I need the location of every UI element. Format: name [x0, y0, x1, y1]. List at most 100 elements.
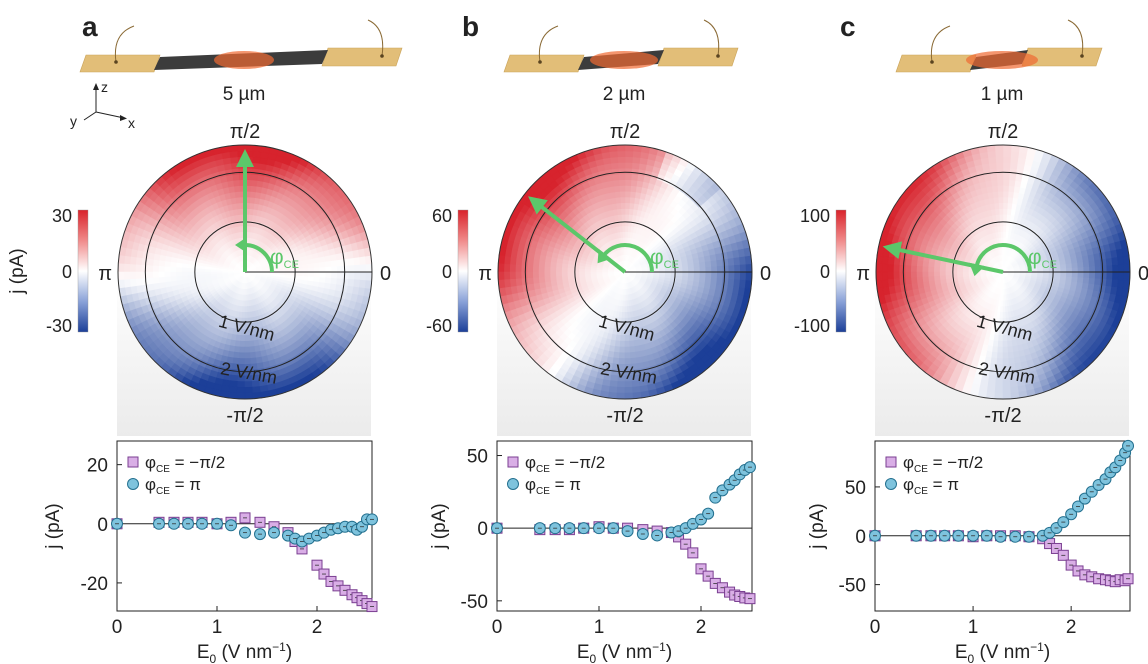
xyz-axes: zxy — [70, 79, 135, 131]
polar-cell — [705, 266, 712, 273]
laser-spot — [214, 51, 274, 69]
polar-cell — [543, 266, 551, 273]
polar-cell — [687, 275, 695, 282]
polar-cell — [231, 167, 239, 176]
polar-cell — [609, 380, 619, 388]
z-arrowhead — [93, 83, 99, 90]
polar-cell — [324, 276, 332, 284]
polar-cell — [590, 269, 597, 273]
polar-cell — [164, 261, 171, 268]
polar-cell — [236, 386, 246, 394]
polar-cell — [613, 351, 621, 359]
z-label: z — [101, 79, 108, 95]
x-arrowhead — [120, 115, 127, 121]
device-schematic — [503, 19, 739, 73]
polar-cell — [716, 265, 724, 273]
polar-cell — [129, 264, 136, 273]
angle-top: π/2 — [610, 121, 640, 143]
device-schematic — [895, 19, 1103, 73]
polar-cell — [609, 156, 619, 164]
polar-cell — [313, 271, 321, 278]
polar-cell — [624, 213, 630, 221]
polar-cell — [693, 266, 701, 273]
polar-cell — [229, 156, 239, 164]
polar-cell — [721, 278, 730, 286]
polar-cell — [503, 263, 511, 273]
polar-cell — [632, 150, 642, 158]
polar-cell — [624, 219, 629, 227]
x-tick-label: 1 — [594, 617, 605, 638]
polar-cell — [624, 144, 634, 152]
polar-cell — [567, 264, 574, 269]
polar-cell — [135, 271, 142, 280]
right-electrode — [657, 47, 739, 67]
polar-cell — [693, 271, 701, 278]
polar-cell — [739, 255, 747, 265]
polar-cell — [624, 392, 634, 400]
polar-cell — [503, 279, 511, 289]
polar-cell — [252, 150, 262, 158]
polar-cell — [152, 277, 160, 285]
polar-cell — [169, 266, 177, 273]
polar-cell — [549, 266, 557, 273]
polar-cell — [325, 271, 332, 278]
polar-cell — [555, 262, 563, 269]
y-axis-label: j (pA) — [429, 503, 450, 549]
polar-cell — [249, 196, 256, 204]
left-electrode — [503, 54, 585, 73]
polar-cell — [354, 264, 361, 273]
polar-cell — [745, 263, 753, 273]
polar-cell — [616, 386, 626, 394]
polar-cell — [624, 346, 631, 354]
polar-cell — [727, 278, 735, 287]
polar-cell — [617, 156, 626, 163]
polar-cell — [612, 179, 620, 187]
device-size-label: 1 µm — [981, 84, 1024, 105]
polar-cell — [629, 185, 637, 193]
polar-cell — [169, 261, 177, 268]
bond-right — [380, 54, 384, 58]
polar-map: 1 V/nm2 V/nm — [117, 144, 373, 400]
polar-cell — [342, 271, 350, 280]
colorbar-ylabel: j (pA) — [7, 248, 28, 294]
polar-cell — [699, 276, 706, 283]
polar-cell — [152, 271, 159, 279]
polar-cell — [629, 191, 636, 198]
polar-cell — [728, 271, 735, 280]
polar-cell — [353, 278, 361, 288]
polar-cell — [234, 346, 241, 353]
polar-cell — [624, 340, 631, 348]
angle-top: π/2 — [230, 121, 260, 143]
polar-cell — [566, 267, 574, 273]
polar-cell — [252, 386, 262, 394]
polar-cell — [242, 300, 246, 307]
x-tick-label: 2 — [312, 617, 323, 638]
polar-cell — [682, 271, 689, 277]
x-tick-label: 1 — [212, 617, 223, 638]
polar-cell — [699, 266, 707, 273]
polar-cell — [532, 259, 540, 267]
polar-cell — [152, 259, 160, 267]
x-axis-line — [95, 111, 125, 119]
device-schematic — [79, 19, 403, 73]
polar-cell — [181, 271, 188, 277]
polar-cell — [353, 256, 361, 266]
polar-cell — [336, 258, 344, 267]
polar-cell — [734, 271, 741, 280]
polar-cell — [169, 271, 177, 278]
polar-cell — [624, 225, 629, 232]
polar-cell — [520, 278, 529, 286]
angle-right: 0 — [380, 263, 391, 285]
polar-cell — [515, 278, 523, 287]
polar-cell — [308, 267, 315, 273]
polar-cell — [721, 258, 730, 266]
polar-cell — [676, 275, 683, 280]
polar-cell — [619, 185, 626, 192]
colorbar — [457, 209, 469, 333]
polar-cell — [711, 265, 718, 273]
polar-cell — [618, 173, 626, 181]
polar-cell — [237, 381, 246, 388]
polar-cell — [359, 255, 367, 265]
polar-cell — [509, 271, 516, 280]
